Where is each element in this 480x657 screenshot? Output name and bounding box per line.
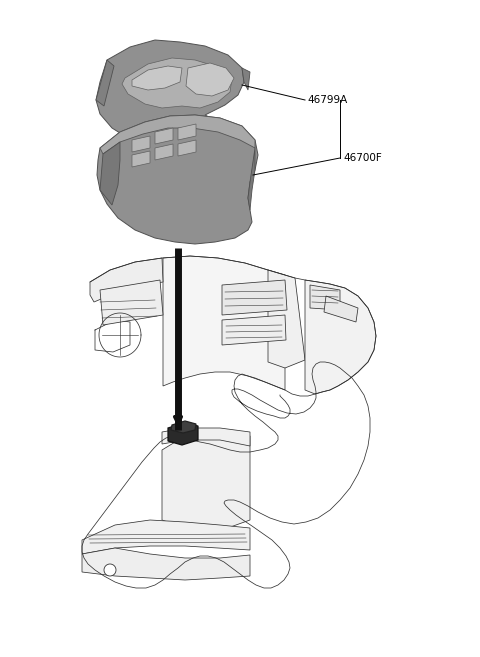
Polygon shape (171, 421, 196, 433)
Polygon shape (248, 148, 255, 210)
Polygon shape (155, 144, 173, 160)
Polygon shape (268, 270, 305, 368)
Polygon shape (82, 548, 250, 580)
Polygon shape (162, 428, 250, 446)
Polygon shape (310, 285, 340, 310)
Polygon shape (242, 68, 250, 90)
Polygon shape (168, 423, 198, 445)
Text: 46799A: 46799A (307, 95, 347, 105)
Polygon shape (222, 280, 287, 315)
Polygon shape (82, 520, 250, 554)
Polygon shape (222, 315, 286, 345)
Polygon shape (162, 432, 250, 530)
Polygon shape (305, 280, 376, 394)
Polygon shape (100, 142, 120, 205)
Polygon shape (132, 66, 182, 90)
Polygon shape (186, 63, 234, 96)
Polygon shape (96, 40, 244, 143)
Polygon shape (178, 140, 196, 156)
Polygon shape (100, 280, 163, 325)
Polygon shape (178, 124, 196, 140)
Polygon shape (132, 151, 150, 167)
Polygon shape (163, 256, 285, 390)
Polygon shape (122, 58, 232, 108)
Polygon shape (97, 115, 258, 244)
Polygon shape (90, 258, 163, 302)
Polygon shape (155, 128, 173, 144)
Polygon shape (324, 296, 358, 322)
Circle shape (104, 564, 116, 576)
Polygon shape (96, 60, 114, 106)
Polygon shape (100, 115, 255, 154)
Text: 46700F: 46700F (343, 153, 382, 163)
Polygon shape (132, 136, 150, 152)
